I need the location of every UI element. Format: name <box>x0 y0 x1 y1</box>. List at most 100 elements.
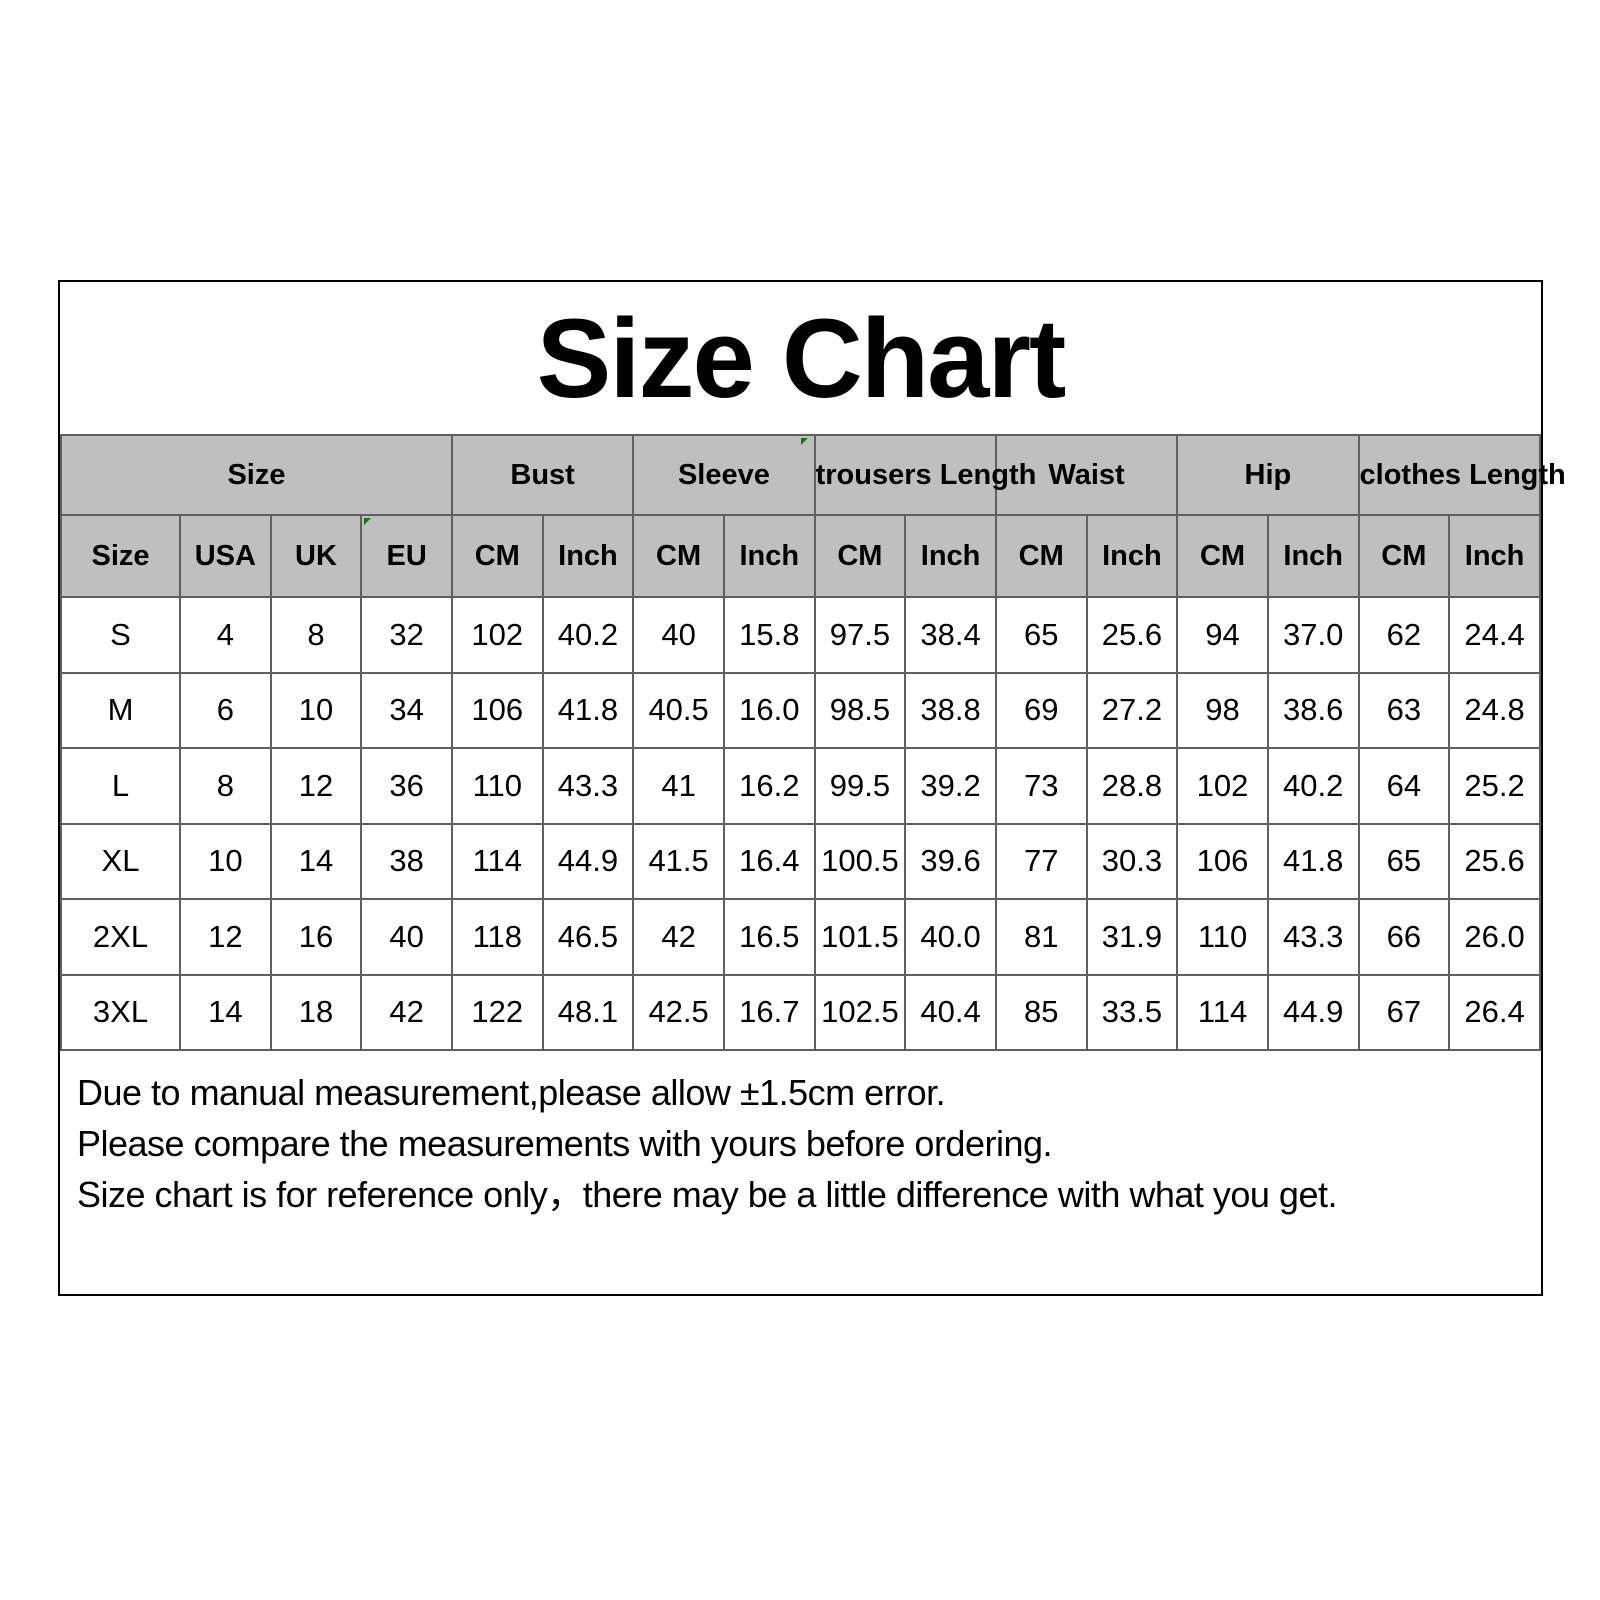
table-cell: 38.4 <box>904 596 997 674</box>
table-cell: 67 <box>1357 973 1451 1051</box>
column-header-cell: Inch <box>904 514 997 598</box>
table-cell: 25.6 <box>1085 596 1179 674</box>
table-cell: 26.0 <box>1448 898 1541 976</box>
table-cell: 16.4 <box>722 822 816 900</box>
table-cell: 8 <box>179 747 272 825</box>
page-title: Size Chart <box>536 295 1067 421</box>
table-cell: 101.5 <box>813 898 907 976</box>
table-cell: 14 <box>179 973 272 1051</box>
table-cell: 100.5 <box>813 822 907 900</box>
table-cell: 4 <box>179 596 272 674</box>
table-cell: 38 <box>360 822 453 900</box>
note-line: Please compare the measurements with you… <box>77 1123 1053 1164</box>
table-cell: 39.6 <box>904 822 997 900</box>
table-cell: 42 <box>632 898 725 976</box>
table-cell: 14 <box>269 822 363 900</box>
column-header-cell: Size <box>60 514 181 598</box>
table-cell: S <box>60 596 181 674</box>
table-row: M 6 10 34 106 41.8 40.5 16.0 98.5 38.8 69 27.2 98 38.… <box>60 671 1541 749</box>
column-header-cell: Inch <box>722 514 816 598</box>
table-cell: 62 <box>1357 596 1451 674</box>
column-header-cell: EU <box>360 514 453 598</box>
table-cell: 44.9 <box>541 822 635 900</box>
group-header-cell: trousers Length <box>813 434 1036 516</box>
table-cell: 43.3 <box>1266 898 1360 976</box>
group-header-cell: Size <box>60 434 453 516</box>
table-cell: 110 <box>1176 898 1269 976</box>
table-cell: 43.3 <box>541 747 635 825</box>
table-cell: 18 <box>269 973 363 1051</box>
table-cell: 114 <box>450 822 544 900</box>
table-cell: 48.1 <box>541 973 635 1051</box>
column-header-cell: CM <box>632 514 725 598</box>
table-cell: 64 <box>1357 747 1451 825</box>
table-cell: 16.5 <box>722 898 816 976</box>
table-cell: XL <box>60 822 181 900</box>
table-cell: 32 <box>360 596 453 674</box>
table-cell: 30.3 <box>1085 822 1179 900</box>
table-cell: 10 <box>269 671 363 749</box>
table-cell: 10 <box>179 822 272 900</box>
column-header-row: Size USA UK EU CM Inch CM Inch CM Inch CM Inch CM Inc… <box>60 514 1541 598</box>
notes: Due to manual measurement,please allow ±… <box>60 1051 1541 1294</box>
table-cell: 34 <box>360 671 453 749</box>
note-line: Size chart is for reference only，there m… <box>77 1174 1337 1215</box>
column-header-cell: Inch <box>1448 514 1541 598</box>
table-cell: 63 <box>1357 671 1451 749</box>
table-cell: 102 <box>1176 747 1269 825</box>
table-cell: 37.0 <box>1266 596 1360 674</box>
table-cell: 106 <box>450 671 544 749</box>
table-cell: 118 <box>450 898 544 976</box>
table-cell: 31.9 <box>1085 898 1179 976</box>
table-cell: 8 <box>269 596 363 674</box>
table-cell: 66 <box>1357 898 1451 976</box>
table-cell: 41.8 <box>1266 822 1360 900</box>
table-cell: 110 <box>450 747 544 825</box>
table-cell: 41.5 <box>632 822 725 900</box>
table-cell: 25.6 <box>1448 822 1541 900</box>
table-cell: 2XL <box>60 898 181 976</box>
table-cell: 65 <box>994 596 1088 674</box>
table-cell: 12 <box>179 898 272 976</box>
table-cell: 102 <box>450 596 544 674</box>
table-row: 2XL 12 16 40 118 46.5 42 16.5 101.5 40.0 81 31.9 110… <box>60 898 1541 976</box>
note-line: Due to manual measurement,please allow ±… <box>77 1072 946 1113</box>
table-cell: 24.8 <box>1448 671 1541 749</box>
table-cell: 33.5 <box>1085 973 1179 1051</box>
column-header-cell: Inch <box>541 514 635 598</box>
table-cell: 26.4 <box>1448 973 1541 1051</box>
table-cell: 42.5 <box>632 973 725 1051</box>
table-cell: 6 <box>179 671 272 749</box>
table-cell: 69 <box>994 671 1088 749</box>
table-cell: 36 <box>360 747 453 825</box>
table-cell: 85 <box>994 973 1088 1051</box>
table-cell: 42 <box>360 973 453 1051</box>
column-header-cell: CM <box>813 514 907 598</box>
table-cell: 16 <box>269 898 363 976</box>
size-table-body: S 4 8 32 102 40.2 40 15.8 97.5 38.4 65 25.6 94 37.0 62… <box>60 596 1541 1051</box>
size-chart-panel: Size Chart Size Bust Sleeve trousers Length… <box>58 280 1566 1296</box>
group-header-row: Size Bust Sleeve trousers Length Waist Hip clo… <box>60 434 1566 516</box>
size-table: Size Bust Sleeve trousers Length Waist Hip clo… <box>60 434 1566 1051</box>
column-header-cell: USA <box>179 514 272 598</box>
group-header-cell: Sleeve <box>632 434 816 516</box>
table-cell: 3XL <box>60 973 181 1051</box>
table-cell: 46.5 <box>541 898 635 976</box>
column-header-cell: UK <box>269 514 363 598</box>
column-header-cell: CM <box>450 514 544 598</box>
table-cell: 73 <box>994 747 1088 825</box>
table-cell: 77 <box>994 822 1088 900</box>
table-cell: 41.8 <box>541 671 635 749</box>
table-cell: 106 <box>1176 822 1269 900</box>
group-header-cell: Bust <box>450 434 635 516</box>
table-cell: 65 <box>1357 822 1451 900</box>
table-cell: 40.2 <box>1266 747 1360 825</box>
size-table-header: Size Bust Sleeve trousers Length Waist Hip clo… <box>60 434 1566 598</box>
table-cell: 40.2 <box>541 596 635 674</box>
table-cell: 40.5 <box>632 671 725 749</box>
table-cell: 27.2 <box>1085 671 1179 749</box>
column-header-cell: CM <box>994 514 1088 598</box>
column-header-cell: CM <box>1357 514 1451 598</box>
cell-marker-icon <box>364 518 371 525</box>
table-cell: 98 <box>1176 671 1269 749</box>
